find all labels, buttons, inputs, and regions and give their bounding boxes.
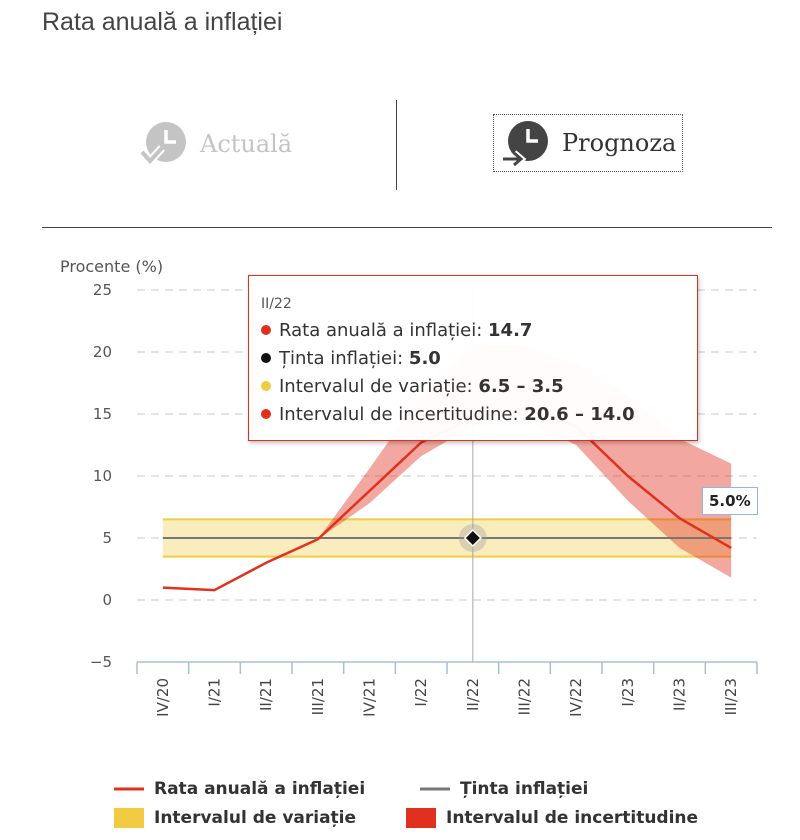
y-tick-label: −5: [90, 653, 112, 671]
tooltip-row-value: 14.7: [488, 320, 533, 341]
tooltip-row-label: Ținta inflației:: [279, 348, 409, 369]
switcher-divider: [396, 100, 397, 190]
tooltip-row-label: Intervalul de incertitudine:: [279, 404, 525, 425]
actual-label: Actuală: [200, 130, 293, 158]
legend-label: Rata anuală a inflației: [154, 779, 366, 799]
x-tick-label: I/22: [412, 678, 430, 707]
tooltip-dot: [261, 325, 271, 335]
x-tick-label: I/21: [206, 678, 224, 707]
legend-box-symbol: [406, 808, 436, 828]
page-title: Rata anuală a inflației: [42, 8, 283, 36]
y-tick-label: 20: [93, 343, 112, 361]
forecast-button[interactable]: Prognoza: [493, 114, 684, 172]
legend-line-symbol: [420, 787, 450, 791]
tooltip-dot: [261, 381, 271, 391]
x-tick-label: III/22: [516, 678, 534, 715]
clock-arrow-icon: [503, 121, 548, 168]
y-tick-label: 25: [93, 281, 112, 299]
tooltip-row-value: 6.5 – 3.5: [478, 376, 564, 397]
legend-label: Intervalul de variație: [154, 808, 357, 828]
legend-item-inflation[interactable]: Rata anuală a inflației: [112, 779, 365, 799]
x-tick-label: II/21: [257, 678, 275, 711]
forecast-label: Prognoza: [562, 129, 677, 157]
x-tick-label: II/22: [464, 678, 482, 711]
legend-item-uncertainty[interactable]: Intervalul de incertitudine: [404, 807, 698, 829]
y-axis-title: Procente (%): [60, 257, 163, 276]
x-tick-label: III/21: [309, 678, 327, 715]
tooltip-row-label: Intervalul de variație:: [279, 376, 479, 397]
x-tick-label: IV/21: [361, 678, 379, 717]
actual-button[interactable]: Actuală: [138, 118, 292, 170]
chart-tooltip: II/22 Rata anuală a inflației: 14.7 Țint…: [248, 275, 698, 441]
x-tick-label: II/23: [671, 678, 689, 711]
clock-check-icon: [139, 122, 186, 167]
view-switcher: Actuală Prognoza: [0, 100, 800, 190]
x-tick-label: IV/20: [154, 678, 172, 717]
legend-box-symbol: [114, 808, 144, 828]
tooltip-dot: [261, 353, 271, 363]
tooltip-row-target: Ținta inflației: 5.0: [261, 348, 441, 369]
y-tick-label: 5: [102, 529, 112, 547]
tooltip-dot: [261, 409, 271, 419]
tooltip-row-uncertainty: Intervalul de incertitudine: 20.6 – 14.0: [261, 404, 635, 425]
target-marker: [463, 528, 482, 548]
tooltip-row-inflation: Rata anuală a inflației: 14.7: [261, 320, 532, 341]
last-value-label: 5.0%: [702, 487, 758, 515]
y-tick-label: 0: [102, 591, 112, 609]
y-tick-label: 15: [93, 405, 112, 423]
tooltip-header: II/22: [261, 296, 292, 312]
legend-label: Intervalul de incertitudine: [446, 808, 699, 828]
header-divider: [42, 227, 772, 228]
tooltip-row-value: 5.0: [408, 348, 441, 369]
y-tick-label: 10: [93, 467, 112, 485]
tooltip-row-variation: Intervalul de variație: 6.5 – 3.5: [261, 376, 564, 397]
tooltip-row-value: 20.6 – 14.0: [524, 404, 635, 425]
legend-item-variation[interactable]: Intervalul de variație: [112, 807, 356, 829]
legend-item-target[interactable]: Ținta inflației: [418, 779, 588, 799]
x-tick-label: IV/22: [567, 678, 585, 717]
x-tick-label: III/23: [722, 678, 740, 715]
x-tick-label: I/23: [619, 678, 637, 707]
tooltip-row-label: Rata anuală a inflației:: [279, 320, 489, 341]
legend-label: Ținta inflației: [460, 779, 589, 799]
legend-line-symbol: [114, 787, 144, 791]
